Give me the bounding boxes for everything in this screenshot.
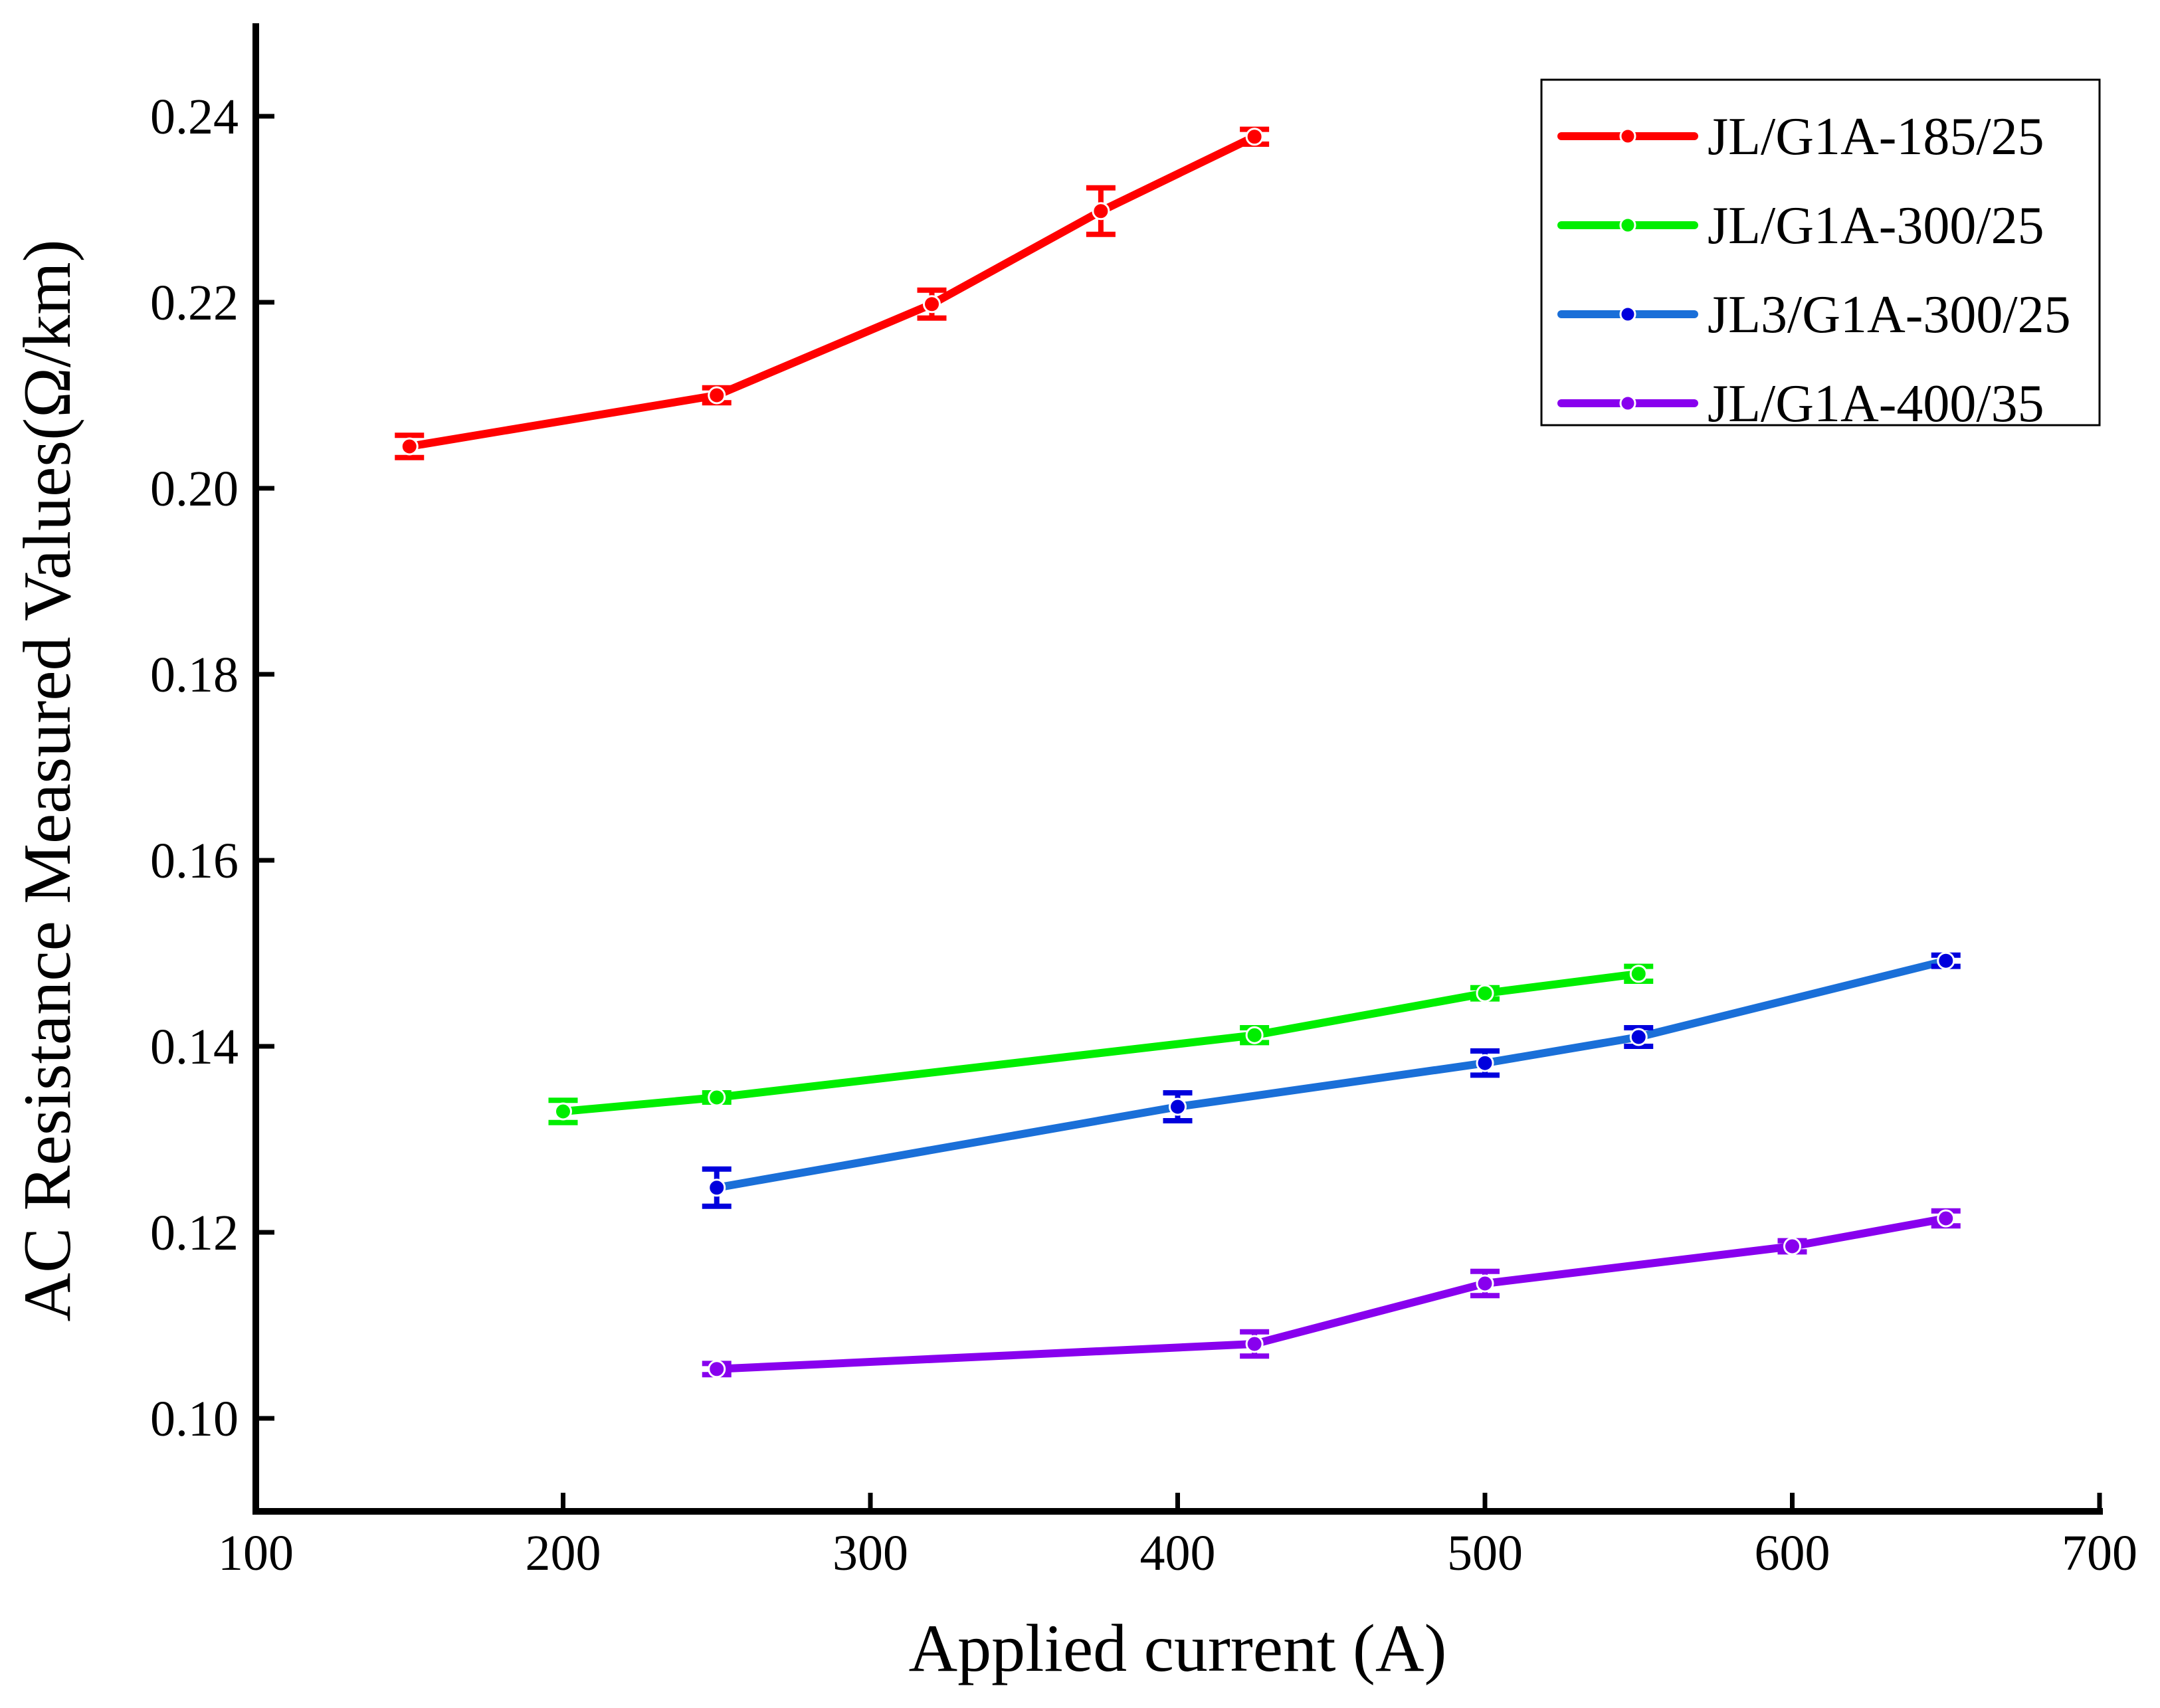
series-line: [405, 132, 1259, 450]
data-point: [923, 295, 941, 314]
legend-marker: [1619, 217, 1636, 234]
ticks-layer: 100 200 300 400 500 600 700 0.10 0.12 0.14 0.16 0.1…: [150, 89, 2137, 1581]
x-tick-label: 100: [218, 1525, 294, 1581]
data-point: [1245, 128, 1264, 146]
data-point: [1476, 984, 1494, 1002]
y-tick-label: 0.16: [150, 833, 239, 889]
x-axis-title: Applied current (A): [908, 1611, 1446, 1686]
series-2: [548, 963, 1654, 1125]
data-point: [1937, 1209, 1955, 1228]
data-point: [1937, 951, 1955, 970]
legend-label: JL/G1A-300/25: [1708, 197, 2044, 255]
legend-label: JL/G1A-185/25: [1708, 108, 2044, 166]
legend-marker: [1619, 128, 1636, 145]
y-tick-label: 0.24: [150, 89, 239, 145]
data-point: [400, 437, 419, 456]
data-point: [554, 1102, 572, 1121]
x-tick-label: 600: [1755, 1525, 1830, 1581]
data-point: [708, 1088, 726, 1107]
x-tick-label: 500: [1447, 1525, 1523, 1581]
data-point: [708, 1360, 726, 1378]
series-3: [702, 951, 1961, 1209]
data-point: [1476, 1274, 1494, 1293]
data-point: [1476, 1054, 1494, 1072]
data-point: [1245, 1335, 1264, 1353]
y-tick-label: 0.12: [150, 1205, 239, 1261]
series-1: [395, 126, 1270, 460]
data-point: [1092, 202, 1110, 221]
data-point: [1169, 1097, 1187, 1116]
x-tick-label: 700: [2062, 1525, 2137, 1581]
data-point: [1245, 1026, 1264, 1044]
data-point: [1629, 1028, 1648, 1046]
y-tick-label: 0.22: [150, 275, 239, 331]
y-tick-label: 0.18: [150, 647, 239, 703]
series-line: [712, 1214, 1950, 1373]
data-point: [708, 386, 726, 405]
legend-label: JL3/G1A-300/25: [1708, 286, 2071, 344]
x-tick-label: 300: [833, 1525, 908, 1581]
data-point: [1629, 965, 1648, 983]
series-4: [702, 1208, 1961, 1378]
y-tick-label: 0.10: [150, 1391, 239, 1447]
legend-marker: [1619, 395, 1636, 412]
series-layer: [395, 126, 1961, 1378]
x-tick-label: 200: [526, 1525, 601, 1581]
data-point: [708, 1179, 726, 1197]
x-tick-label: 400: [1140, 1525, 1216, 1581]
data-point: [1783, 1237, 1801, 1256]
y-tick-label: 0.20: [150, 461, 239, 517]
legend-marker: [1619, 306, 1636, 323]
y-axis-title: AC Resistance Measured Values(Ω/km): [10, 239, 85, 1321]
legend-label: JL/G1A-400/35: [1708, 375, 2044, 433]
y-tick-label: 0.14: [150, 1019, 239, 1075]
legend: JL/G1A-185/25 JL/G1A-300/25 JL3/G1A-300/25…: [1540, 78, 2101, 433]
